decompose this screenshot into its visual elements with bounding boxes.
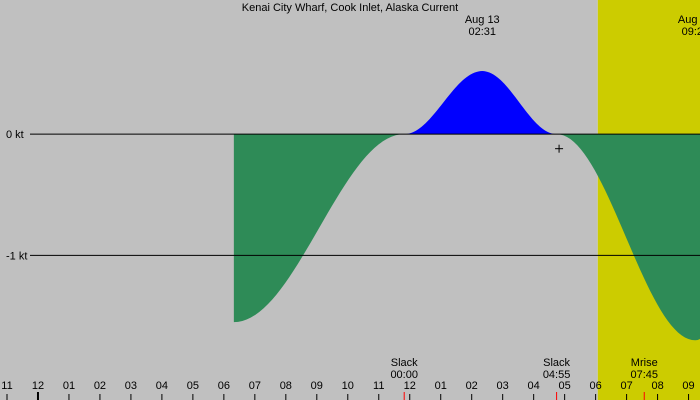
hour-label-15: 02 [466,380,478,392]
peak-time-1: 09:24 [682,26,700,38]
hour-label-1: 12 [32,380,44,392]
flood-area-1 [404,71,557,135]
event-time-1: 04:55 [543,369,571,381]
hour-label-3: 02 [94,380,106,392]
hour-label-22: 09 [682,380,694,392]
peak-time-0: 02:31 [468,26,496,38]
event-labels: Slack00:00Slack04:55Mrise07:45Slack12:22… [390,357,658,400]
y-axis-labels: 0 kt -1 kt [6,129,27,262]
hour-label-4: 03 [125,380,137,392]
hour-label-9: 08 [280,380,292,392]
peak-date-0: Aug 13 [465,14,500,26]
peak-date-1: Aug 13 [678,14,700,26]
event-label-0: Slack [391,357,418,369]
chart-title: Kenai City Wharf, Cook Inlet, Alaska Cur… [242,2,458,14]
y-label-0: 0 kt [6,129,24,141]
hour-label-0: 11 [1,380,12,392]
y-label-1: -1 kt [6,250,27,262]
reference-lines [30,133,700,256]
hour-label-7: 06 [218,380,230,392]
event-time-2: 07:45 [630,369,658,381]
hour-label-5: 04 [156,380,168,392]
ebb-area-0 [233,134,400,323]
hour-label-17: 04 [528,380,540,392]
hour-label-19: 06 [589,380,601,392]
hour-label-11: 10 [342,380,354,392]
hour-label-20: 07 [620,380,632,392]
hour-label-8: 07 [249,380,261,392]
hour-label-21: 08 [651,380,663,392]
hour-label-14: 01 [435,380,447,392]
hour-label-18: 05 [559,380,571,392]
current-time-marker [555,144,564,153]
hour-label-6: 05 [187,380,199,392]
event-time-0: 00:00 [390,369,418,381]
hour-label-16: 03 [497,380,509,392]
event-label-1: Slack [543,357,570,369]
current-areas [233,71,700,341]
hour-label-10: 09 [311,380,323,392]
hour-label-2: 01 [63,380,75,392]
hour-label-13: 12 [404,380,416,392]
event-label-2: Mrise [631,357,658,369]
ebb-area-2 [560,134,700,341]
time-axis: 11 12 01 02 03 04 05 06 07 08 09 10 11 12 01 02 03 04 05 06… [1,380,695,400]
hour-label-12: 11 [373,380,384,392]
